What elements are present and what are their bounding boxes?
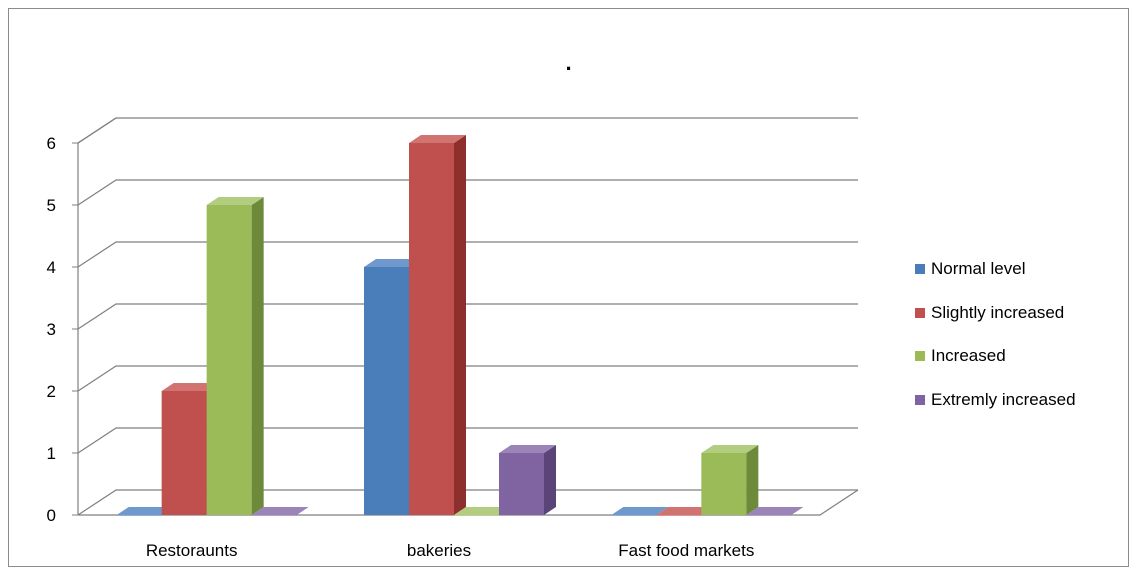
- y-tick-label: 1: [47, 444, 56, 463]
- gridline: [77, 117, 858, 144]
- bar-top: [161, 383, 219, 391]
- legend-item-normal-level: Normal level: [915, 258, 1076, 280]
- legend-item-extremly-increased: Extremly increased: [915, 389, 1076, 411]
- y-tick-label: 6: [47, 134, 56, 153]
- bar-extremly-increased-2: [746, 507, 804, 516]
- x-tick-label: Fast food markets: [618, 541, 754, 560]
- bar-front: [409, 143, 454, 515]
- gridline: [77, 365, 858, 392]
- bar-front: [364, 267, 409, 515]
- legend-swatch-increased: [915, 351, 925, 361]
- bar-extremly-increased-0: [251, 507, 309, 516]
- bar-front: [611, 515, 657, 516]
- legend-label-normal-level: Normal level: [931, 259, 1026, 278]
- bar-side: [251, 197, 264, 515]
- bar-front: [206, 205, 252, 515]
- chart-legend: Normal level Slightly increased Increase…: [915, 258, 1076, 432]
- gridline: [77, 427, 858, 454]
- gridline: [77, 303, 858, 330]
- bar-side: [544, 445, 556, 515]
- bar-top: [364, 259, 421, 267]
- legend-swatch-extremly-increased: [915, 394, 925, 405]
- bar-top: [499, 445, 556, 453]
- bar-front: [656, 515, 702, 516]
- floor-edge: [78, 489, 859, 516]
- legend-label-increased: Increased: [931, 346, 1006, 365]
- bar-top: [611, 507, 669, 515]
- y-tick-label: 5: [47, 196, 56, 215]
- bar-slightly-increased-2: [656, 507, 714, 516]
- bar-front: [251, 515, 297, 516]
- bar-front: [746, 515, 792, 516]
- bar-normal-level-2: [611, 507, 669, 516]
- y-tick-label: 3: [47, 320, 56, 339]
- gridline: [77, 179, 858, 206]
- x-tick-label: bakeries: [407, 541, 471, 560]
- bar-increased-0: [206, 197, 264, 515]
- bar-increased-1: [454, 507, 511, 516]
- bar-slightly-increased-1: [409, 135, 466, 515]
- bar-front: [499, 453, 544, 515]
- y-tick-label: 2: [47, 382, 56, 401]
- bar-front: [701, 453, 747, 515]
- bar-top: [746, 507, 804, 515]
- legend-item-slightly-increased: Slightly increased: [915, 302, 1076, 324]
- bar-increased-2: [701, 445, 759, 515]
- bar-side: [454, 135, 466, 515]
- legend-label-extremly-increased: Extremly increased: [931, 389, 1076, 409]
- bar-extremly-increased-1: [499, 445, 556, 515]
- legend-item-increased: Increased: [915, 345, 1076, 367]
- legend-label-slightly-increased: Slightly increased: [931, 302, 1065, 322]
- gridline: [77, 241, 858, 268]
- bar-top: [454, 507, 511, 515]
- legend-swatch-normal-level: [915, 264, 925, 274]
- bar-side: [746, 445, 759, 515]
- bar-normal-level-0: [116, 507, 174, 516]
- bar-front: [116, 515, 162, 516]
- bar-top: [251, 507, 309, 515]
- bar-top: [116, 507, 174, 515]
- y-tick-label: 4: [47, 258, 56, 277]
- bar-top: [701, 445, 759, 453]
- y-tick-label: 0: [47, 506, 56, 525]
- chart-title: .: [565, 50, 572, 75]
- bar-front: [161, 391, 207, 515]
- x-tick-label: Restoraunts: [146, 541, 238, 560]
- bar-front: [454, 515, 499, 516]
- bar-top: [409, 135, 466, 143]
- legend-swatch-slightly-increased: [915, 307, 925, 318]
- gridline: [77, 489, 858, 516]
- bar-top: [206, 197, 264, 205]
- bar-top: [656, 507, 714, 515]
